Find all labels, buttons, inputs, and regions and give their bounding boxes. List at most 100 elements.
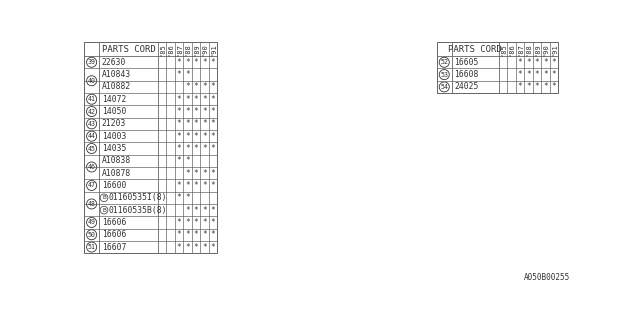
Text: *: *: [177, 132, 181, 141]
Text: *: *: [211, 230, 215, 239]
Text: *: *: [185, 193, 189, 202]
Text: B: B: [102, 208, 106, 212]
Text: PARTS CORD: PARTS CORD: [102, 45, 156, 54]
Text: *: *: [552, 83, 556, 92]
Text: *: *: [177, 156, 181, 165]
Text: *: *: [211, 58, 215, 67]
Text: 14050: 14050: [102, 107, 126, 116]
Text: *: *: [185, 132, 189, 141]
Text: 22630: 22630: [102, 58, 126, 67]
Text: 41: 41: [88, 96, 95, 102]
Text: *: *: [193, 132, 198, 141]
Text: *: *: [193, 144, 198, 153]
Text: *: *: [177, 107, 181, 116]
Text: *: *: [193, 83, 198, 92]
Text: '85: '85: [500, 43, 506, 56]
Text: *: *: [202, 119, 207, 128]
Text: A10843: A10843: [102, 70, 131, 79]
Text: *: *: [177, 218, 181, 227]
Text: 42: 42: [88, 108, 95, 115]
Text: *: *: [543, 83, 548, 92]
Text: *: *: [202, 243, 207, 252]
Text: *: *: [177, 144, 181, 153]
Text: *: *: [211, 181, 215, 190]
Text: *: *: [211, 243, 215, 252]
Text: *: *: [543, 58, 548, 67]
Text: 16605: 16605: [454, 58, 479, 67]
Text: *: *: [185, 206, 189, 215]
Text: '90: '90: [202, 43, 207, 56]
Text: *: *: [177, 181, 181, 190]
Text: *: *: [518, 83, 522, 92]
Text: *: *: [526, 83, 531, 92]
Text: '87: '87: [176, 43, 182, 56]
Text: 43: 43: [88, 121, 95, 127]
Text: PARTS CORD: PARTS CORD: [449, 45, 502, 54]
Text: A10838: A10838: [102, 156, 131, 165]
Text: 51: 51: [88, 244, 95, 250]
Text: *: *: [185, 58, 189, 67]
Text: *: *: [177, 193, 181, 202]
Text: 50: 50: [88, 232, 95, 238]
Text: '89: '89: [534, 43, 540, 56]
Text: *: *: [552, 58, 556, 67]
Text: *: *: [202, 181, 207, 190]
Text: '86: '86: [167, 43, 173, 56]
Text: A10878: A10878: [102, 169, 131, 178]
Text: *: *: [534, 70, 539, 79]
Text: *: *: [193, 206, 198, 215]
Text: *: *: [202, 83, 207, 92]
Text: *: *: [202, 132, 207, 141]
Text: 48: 48: [88, 201, 95, 207]
Text: 16606: 16606: [102, 218, 126, 227]
Text: *: *: [211, 83, 215, 92]
Text: 24025: 24025: [454, 83, 479, 92]
Text: *: *: [534, 83, 539, 92]
Text: *: *: [202, 95, 207, 104]
Text: *: *: [202, 169, 207, 178]
Text: *: *: [211, 95, 215, 104]
Text: 45: 45: [88, 146, 95, 151]
Text: *: *: [193, 169, 198, 178]
Text: *: *: [193, 243, 198, 252]
Text: *: *: [185, 156, 189, 165]
Text: *: *: [543, 70, 548, 79]
Text: '89: '89: [193, 43, 199, 56]
Text: *: *: [185, 230, 189, 239]
Text: *: *: [185, 107, 189, 116]
Bar: [84, 42, 217, 253]
Text: '88: '88: [525, 43, 531, 56]
Text: 52: 52: [440, 59, 448, 65]
Text: *: *: [193, 107, 198, 116]
Text: *: *: [211, 218, 215, 227]
Text: *: *: [518, 58, 522, 67]
Text: *: *: [534, 58, 539, 67]
Text: 14003: 14003: [102, 132, 126, 141]
Text: *: *: [202, 107, 207, 116]
Text: '88: '88: [184, 43, 190, 56]
Text: *: *: [185, 144, 189, 153]
Text: *: *: [185, 70, 189, 79]
Text: 16608: 16608: [454, 70, 479, 79]
Text: 01160535B(8): 01160535B(8): [109, 206, 167, 215]
Text: 14035: 14035: [102, 144, 126, 153]
Text: *: *: [193, 230, 198, 239]
Text: '86: '86: [508, 43, 515, 56]
Text: *: *: [202, 58, 207, 67]
Text: *: *: [185, 83, 189, 92]
Text: '90: '90: [542, 43, 548, 56]
Text: 49: 49: [88, 220, 95, 225]
Text: 01160535I(8): 01160535I(8): [109, 193, 167, 202]
Text: A10882: A10882: [102, 83, 131, 92]
Text: *: *: [177, 119, 181, 128]
Text: *: *: [185, 218, 189, 227]
Text: 39: 39: [88, 59, 95, 65]
Text: 14072: 14072: [102, 95, 126, 104]
Text: *: *: [193, 119, 198, 128]
Text: *: *: [185, 169, 189, 178]
Text: *: *: [177, 95, 181, 104]
Text: *: *: [211, 206, 215, 215]
Text: B: B: [102, 195, 106, 200]
Text: *: *: [185, 95, 189, 104]
Text: *: *: [177, 70, 181, 79]
